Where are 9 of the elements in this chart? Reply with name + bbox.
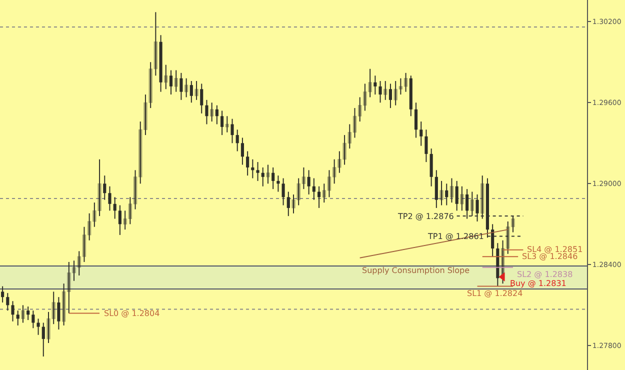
series-label: SL4 @ 1.2851: [527, 245, 583, 254]
series-label: Buy @ 1.2831: [510, 279, 566, 288]
series-label: TP2 @ 1.2876: [397, 212, 454, 221]
candlestick: [256, 162, 260, 182]
series-label: SL3 @ 1.2846: [522, 252, 578, 261]
series-label: SL1 @ 1.2824: [467, 289, 523, 298]
series-label: Supply Consumption Slope: [362, 266, 470, 275]
series-label: SL0 @ 1.2804: [104, 309, 160, 318]
series-label: SL2 @ 1.2838: [517, 270, 573, 279]
